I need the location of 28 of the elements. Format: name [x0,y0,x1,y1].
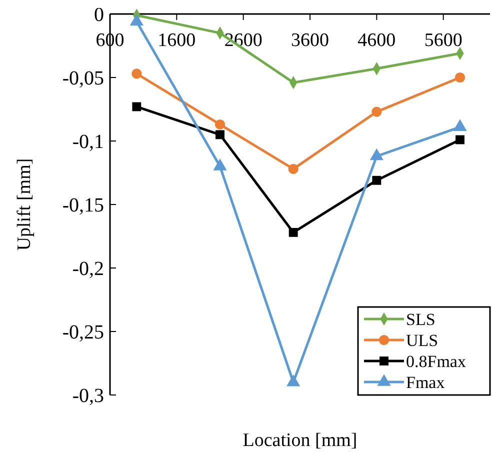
y-tick-label: -0,05 [62,68,104,90]
point [132,68,142,79]
legend-label: ULS [406,330,438,350]
legend-label: SLS [406,310,436,329]
point [288,164,298,174]
y-tick-label: -0,1 [72,131,104,153]
point [286,374,300,386]
y-tick-label: -0,15 [62,194,104,216]
y-tick-label: 0 [94,4,104,26]
x-tick-label: 4600 [358,30,396,51]
x-axis-title: Location [mm] [242,430,358,451]
x-tick-label: 1600 [158,30,196,51]
point [454,72,466,83]
y-axis-title: Uplift [mm] [14,158,35,251]
point [216,130,224,140]
point [214,119,226,130]
point [288,228,298,237]
y-tick-label: -0,2 [72,258,104,280]
point [372,106,382,117]
legend-label: Fmax [406,372,446,392]
point [372,176,382,185]
x-tick-label: 3600 [291,30,329,51]
point [132,102,142,112]
y-tick-label: -0,3 [72,385,104,407]
y-tick-label: -0,25 [62,322,104,344]
legend-label: 0.8Fmax [406,352,466,371]
point [456,135,464,144]
x-tick-label: 5600 [424,30,462,51]
